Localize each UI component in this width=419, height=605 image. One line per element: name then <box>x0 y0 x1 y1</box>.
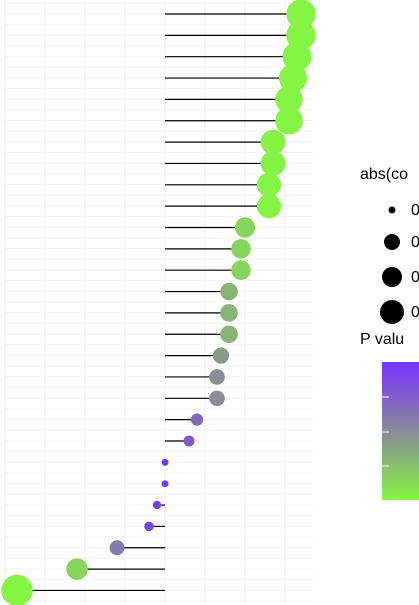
points <box>1 0 316 605</box>
lollipop-point <box>231 239 251 259</box>
size-legend-key-4 <box>380 300 404 324</box>
size-legend-key-3 <box>382 267 402 287</box>
color-legend-bar <box>382 362 419 500</box>
size-legend-key-2 <box>384 234 400 250</box>
lollipop-point <box>220 325 238 344</box>
lollipop-point <box>1 574 33 605</box>
lollipop-point <box>66 558 88 580</box>
lollipop-point <box>256 194 282 219</box>
lollipop-point <box>278 63 308 93</box>
lollipop-point <box>209 369 225 385</box>
color-legend-title: P valu <box>360 331 404 348</box>
size-legend-label-4: 0 <box>411 304 419 321</box>
lollipop-point <box>260 151 286 176</box>
size-legend-label-1: 0 <box>411 202 419 219</box>
lollipop-point <box>286 0 316 29</box>
lollipop-point <box>220 282 238 301</box>
lollipop-point <box>231 260 251 280</box>
lollipop-point <box>275 85 303 114</box>
lollipop-point <box>190 413 204 426</box>
lollipop-point <box>144 521 154 532</box>
lollipop-point <box>183 435 195 447</box>
size-legend-title: abs(co <box>360 166 408 183</box>
lollipop-point <box>109 540 125 556</box>
lollipop-point <box>256 172 282 197</box>
lollipop-point <box>234 217 256 238</box>
lollipop-point <box>275 107 303 135</box>
lollipop-point <box>161 458 169 466</box>
lollipop-point <box>260 129 286 155</box>
lollipop-point <box>282 42 312 72</box>
lollipop-point <box>161 480 169 488</box>
size-legend-label-3: 0 <box>411 269 419 286</box>
lollipop-point <box>220 304 238 322</box>
lollipop-point <box>152 500 162 510</box>
size-legend: abs(co 0 0 0 0 <box>360 166 419 324</box>
size-legend-key-1 <box>388 206 396 214</box>
color-legend: P valu <box>360 331 419 500</box>
lollipop-point <box>209 390 225 407</box>
lollipop-point <box>212 347 230 364</box>
size-legend-label-2: 0 <box>411 234 419 251</box>
grid <box>4 0 313 605</box>
stems <box>17 13 301 592</box>
